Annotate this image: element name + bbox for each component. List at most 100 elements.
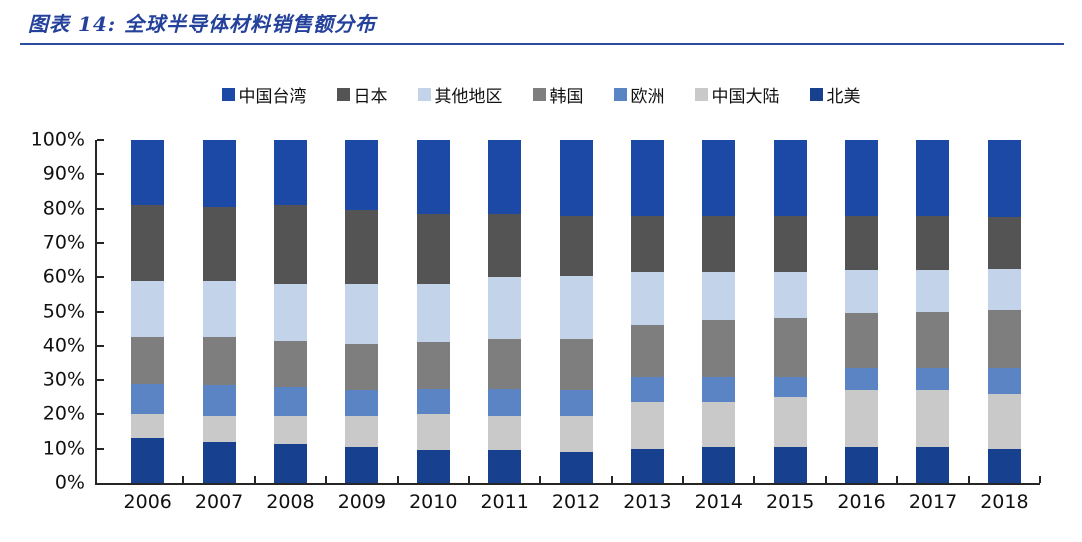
bar-segment-korea-2012 (559, 338, 593, 391)
bar-slot-2018 (969, 140, 1040, 483)
bar-segment-mainland-china-2009 (345, 416, 379, 447)
x-axis-tick (182, 476, 185, 483)
bar-segment-taiwan-china-2018 (987, 140, 1021, 218)
bar-slot-2010 (398, 140, 469, 483)
bar-segment-north-america-2008 (273, 443, 307, 483)
bar-segment-mainland-china-2018 (987, 393, 1021, 449)
bar-segment-mainland-china-2008 (273, 416, 307, 444)
stacked-bar-2015 (773, 140, 807, 483)
bar-segment-taiwan-china-2008 (273, 140, 307, 206)
y-axis-label-0: 0% (54, 471, 85, 494)
bar-slot-2017 (897, 140, 968, 483)
bar-slot-2015 (755, 140, 826, 483)
bar-segment-europe-2015 (773, 376, 807, 398)
x-axis-tick (396, 476, 399, 483)
bar-segment-japan-2009 (345, 210, 379, 285)
bar-slot-2006 (112, 140, 183, 483)
bar-segment-mainland-china-2013 (630, 402, 664, 449)
bar-segment-europe-2016 (845, 368, 879, 391)
bar-segment-japan-2017 (916, 215, 950, 271)
bar-segment-japan-2012 (559, 215, 593, 276)
x-axis-tick (753, 476, 756, 483)
y-axis-tick (97, 413, 104, 416)
bar-segment-taiwan-china-2006 (131, 140, 165, 206)
x-axis-tick (539, 476, 542, 483)
bar-segment-europe-2013 (630, 376, 664, 403)
stacked-bar-2018 (987, 140, 1021, 483)
bar-segment-korea-2013 (630, 325, 664, 377)
bar-segment-europe-2009 (345, 390, 379, 417)
y-axis-label-80: 80% (42, 197, 85, 220)
legend-swatch-north-america (809, 88, 823, 101)
x-axis-label-2018: 2018 (980, 491, 1029, 513)
bar-segment-korea-2015 (773, 318, 807, 377)
bar-segment-japan-2015 (773, 215, 807, 273)
stacked-bar-2017 (916, 140, 950, 483)
bar-slot-2008 (255, 140, 326, 483)
chart-legend: 中国台湾 日本 其他地区 韩国 欧洲 中国大陆 北美 (0, 82, 1082, 107)
bar-segment-mainland-china-2014 (702, 402, 736, 447)
bar-segment-taiwan-china-2009 (345, 140, 379, 211)
legend-label-taiwan-china: 中国台湾 (238, 87, 307, 107)
x-axis-label-2008: 2008 (266, 491, 315, 513)
bar-segment-taiwan-china-2017 (916, 140, 950, 216)
bar-segment-europe-2017 (916, 368, 950, 391)
x-axis-label-2015: 2015 (766, 491, 815, 513)
bar-segment-other-regions-2007 (202, 280, 236, 338)
bar-segment-japan-2008 (273, 205, 307, 285)
bar-slot-2009 (326, 140, 397, 483)
legend-label-japan: 日本 (353, 87, 388, 107)
bar-segment-korea-2018 (987, 309, 1021, 369)
bar-segment-korea-2006 (131, 337, 165, 384)
legend-label-mainland-china: 中国大陆 (711, 87, 780, 107)
x-axis-tick (682, 476, 685, 483)
stacked-bar-2008 (273, 140, 307, 483)
bar-segment-other-regions-2014 (702, 272, 736, 321)
bar-segment-north-america-2016 (845, 447, 879, 483)
y-axis-label-40: 40% (42, 334, 85, 357)
x-axis-label-2013: 2013 (623, 491, 672, 513)
bar-segment-north-america-2010 (416, 450, 450, 483)
x-axis-tick (967, 476, 970, 483)
x-axis-label-2009: 2009 (337, 491, 387, 513)
y-axis-tick (97, 344, 104, 347)
x-axis-tick (1039, 476, 1041, 483)
x-axis-tick (325, 476, 328, 483)
bar-segment-japan-2011 (488, 213, 522, 278)
bars-area (112, 140, 1041, 483)
y-axis-label-60: 60% (42, 265, 85, 288)
legend-label-north-america: 北美 (826, 87, 861, 107)
x-axis-label-2010: 2010 (409, 491, 458, 513)
legend-item-other-regions: 其他地区 (417, 82, 503, 107)
x-axis-tick (467, 476, 470, 483)
bar-segment-taiwan-china-2010 (416, 140, 450, 214)
bar-segment-mainland-china-2017 (916, 390, 950, 447)
bar-segment-other-regions-2013 (630, 272, 664, 326)
x-axis-label-2006: 2006 (123, 491, 172, 513)
legend-swatch-korea (532, 88, 546, 101)
bar-segment-mainland-china-2006 (131, 414, 165, 439)
x-axis-label-2017: 2017 (908, 491, 958, 513)
y-axis-label-10: 10% (42, 437, 85, 460)
stacked-bar-2014 (702, 140, 736, 483)
stacked-bar-2016 (845, 140, 879, 483)
bar-segment-north-america-2009 (345, 447, 379, 483)
y-axis-tick (97, 241, 104, 244)
bar-segment-mainland-china-2010 (416, 414, 450, 451)
y-axis-label-50: 50% (42, 300, 85, 322)
bar-segment-north-america-2017 (916, 447, 950, 483)
bar-segment-europe-2011 (488, 388, 522, 417)
bar-segment-japan-2010 (416, 213, 450, 285)
bar-segment-europe-2012 (559, 390, 593, 417)
bar-segment-korea-2014 (702, 320, 736, 377)
y-axis-tick (97, 447, 104, 450)
legend-item-korea: 韩国 (532, 82, 584, 107)
y-axis-label-70: 70% (42, 231, 85, 254)
stacked-bar-2007 (202, 140, 236, 483)
legend-label-other-regions: 其他地区 (434, 87, 503, 107)
bar-segment-taiwan-china-2014 (702, 140, 736, 216)
bar-segment-japan-2016 (845, 215, 879, 271)
bar-segment-north-america-2018 (987, 448, 1021, 483)
legend-swatch-other-regions (417, 88, 431, 101)
bar-slot-2011 (469, 140, 540, 483)
